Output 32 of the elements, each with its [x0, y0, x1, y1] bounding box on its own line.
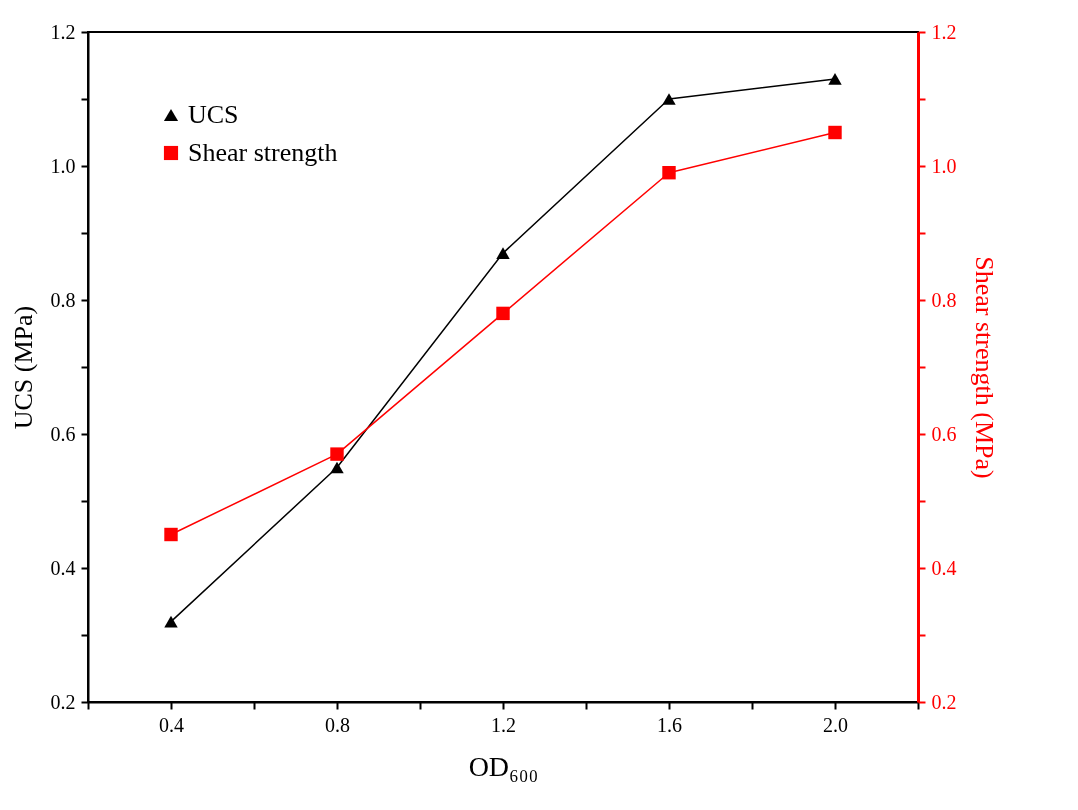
y-tick-label: 0.4 [50, 556, 76, 579]
x-tick-label: 0.4 [159, 713, 184, 736]
y-tick-label: 0.8 [50, 288, 76, 311]
y2-tick-label: 1.0 [931, 154, 957, 177]
y-tick-label: 0.6 [50, 422, 76, 445]
y2-tick-label: 1.2 [931, 20, 957, 43]
x-tick-label: 2.0 [823, 713, 848, 736]
x-tick-label: 1.6 [657, 713, 682, 736]
x-axis-title: OD₆₀₀ [468, 750, 539, 782]
x-tick-label: 0.8 [325, 713, 350, 736]
point [828, 73, 842, 85]
point [496, 306, 510, 321]
x-tick-label: 1.2 [491, 713, 516, 736]
legend-label: Shear strength [188, 138, 338, 167]
y2-tick-label: 0.2 [931, 690, 957, 713]
y2-tick-label: 0.4 [931, 556, 957, 579]
y2-tick-label: 0.8 [931, 288, 957, 311]
point [164, 527, 178, 542]
y2-axis-title: Shear strength (MPa) [969, 256, 999, 479]
point [330, 447, 344, 461]
legend-label: UCS [188, 100, 239, 129]
y-axis-title: UCS (MPa) [8, 305, 38, 430]
point [330, 461, 344, 474]
y-tick-label: 0.2 [50, 690, 76, 713]
point [164, 615, 178, 628]
point [662, 93, 676, 105]
point [662, 165, 676, 180]
point [828, 125, 842, 140]
y2-tick-label: 0.6 [931, 422, 957, 445]
point [496, 247, 510, 259]
y-tick-label: 1.2 [50, 20, 76, 43]
y-tick-label: 1.0 [50, 154, 76, 177]
